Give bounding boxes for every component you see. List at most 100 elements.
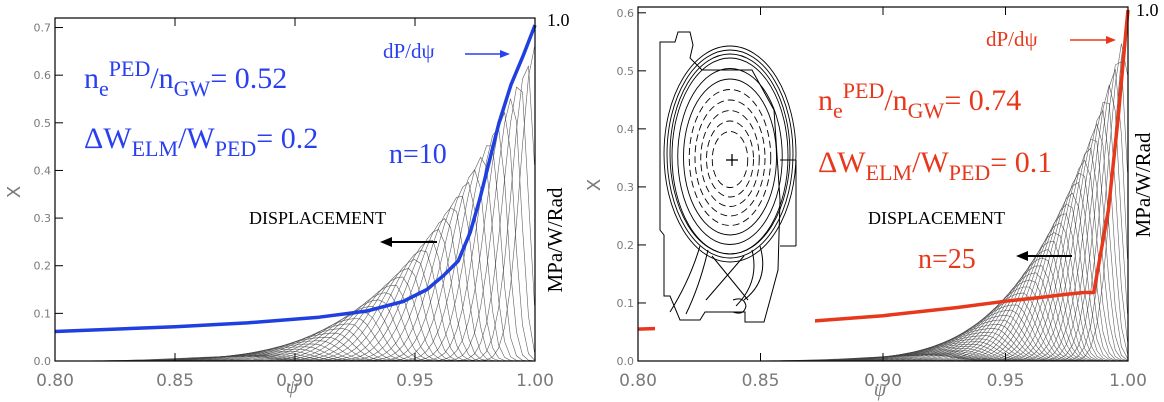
displacement-label: DISPLACEMENT	[249, 208, 386, 228]
separatrix-surface	[669, 53, 791, 255]
density-sub-e: e	[99, 76, 109, 101]
density-sub-gw: GW	[174, 76, 211, 101]
eigenfunction-curve	[55, 126, 535, 362]
eigenfunction-curve	[55, 46, 535, 362]
flux-surface	[677, 68, 783, 245]
elm-mid: /W	[178, 122, 215, 155]
elm-value: = 0.2	[256, 122, 318, 155]
eigenfunction-curve	[55, 306, 535, 362]
flux-surface	[694, 99, 766, 217]
x-tick-label: 0.90	[864, 371, 902, 391]
y-tick-label: 0.3	[617, 181, 635, 194]
eigenfunction-curves	[54, 46, 535, 362]
density-sub-gw: GW	[908, 98, 945, 123]
y-tick-label: 0.3	[34, 212, 52, 225]
elm-mid: /W	[912, 146, 949, 179]
displacement-arrowhead	[380, 237, 392, 247]
elm-sub-ped: PED	[949, 160, 991, 185]
axis-ticks: 0.80 0.85 0.90 0.95 1.00 0.0 0.1 0.2 0.3 0.4 0.5 0.…	[617, 7, 1147, 391]
pressure-gradient-arrowhead	[1106, 36, 1116, 44]
right-chart-panel: 0.80 0.85 0.90 0.95 1.00 0.0 0.1 0.2 0.3 0.4 0.5 0.…	[584, 0, 1159, 401]
density-mid: /n	[884, 84, 907, 117]
flux-surfaces	[663, 45, 797, 263]
pressure-gradient-label: dP/dψ	[986, 27, 1038, 51]
inset-background	[655, 32, 815, 332]
eigenfunction-curve	[55, 292, 535, 362]
mode-number-label: n=25	[918, 244, 976, 275]
right-axis-label: MPa/W/Rad	[543, 187, 567, 292]
density-main: n	[818, 84, 833, 117]
series-lines	[54, 24, 537, 334]
series-lines	[637, 9, 1130, 331]
vessel-wall	[659, 31, 781, 323]
displacement-arrowhead	[1016, 251, 1028, 261]
elm-sub-ped: PED	[215, 136, 257, 161]
y-tick-label: 0.5	[34, 117, 52, 130]
x-axis-label: ψ	[874, 379, 887, 401]
y-tick-label: 0.5	[617, 65, 635, 78]
pressure-gradient-arrowhead	[500, 50, 510, 58]
y-tick-label: 0.1	[617, 297, 635, 310]
flux-surface	[688, 89, 772, 226]
density-ratio-label: nePED/nGW= 0.74	[818, 78, 1021, 123]
x-tick-label: 1.00	[1109, 371, 1147, 391]
displacement-label: DISPLACEMENT	[868, 208, 1005, 228]
right-top-label: 1.0	[547, 10, 570, 30]
x-tick-label: 0.80	[36, 371, 74, 391]
density-main: n	[84, 62, 99, 95]
y-tick-label: 0.0	[617, 355, 635, 368]
x-tick-label: 0.85	[156, 371, 194, 391]
density-value: = 0.74	[944, 84, 1021, 117]
right-axis-label: MPa/W/Rad	[1131, 132, 1155, 237]
elm-main: ΔW	[818, 146, 866, 179]
eigenfunction-curve	[55, 285, 535, 362]
y-tick-label: 0.6	[34, 69, 52, 82]
flux-surface	[706, 120, 754, 198]
y-tick-label: 0.4	[34, 164, 52, 177]
elm-sub-elm: ELM	[866, 160, 912, 185]
elm-value: = 0.1	[990, 146, 1052, 179]
left-chart-panel: 0.80 0.85 0.90 0.95 1.00 0.0 0.1 0.2 0.3 0.4 0.5 0.…	[4, 10, 570, 398]
divertor-legs	[669, 245, 764, 315]
mode-number-label: n=10	[389, 139, 447, 170]
density-sub-e: e	[833, 98, 843, 123]
y-tick-label: 0.2	[34, 260, 52, 273]
pressure-gradient-line	[54, 24, 537, 334]
density-value: = 0.52	[210, 62, 287, 95]
y-axis-label: X	[584, 179, 605, 191]
y-tick-label: 0.1	[34, 307, 52, 320]
eigenfunction-curve	[55, 207, 535, 362]
x-tick-label: 0.80	[619, 371, 657, 391]
elm-ratio-label: ΔWELM/WPED= 0.2	[84, 122, 318, 161]
pressure-gradient-line	[637, 9, 1130, 331]
pressure-gradient-label: dP/dψ	[383, 39, 435, 63]
right-top-label: 1.0	[1136, 0, 1159, 20]
elm-main: ΔW	[84, 122, 132, 155]
elm-sub-elm: ELM	[132, 136, 178, 161]
density-sup-ped: PED	[843, 78, 885, 103]
flux-surface	[700, 110, 760, 207]
flux-surface	[711, 131, 749, 188]
tokamak-cross-section-inset	[655, 31, 815, 332]
separatrix-surface	[663, 45, 797, 263]
x-tick-label: 0.85	[742, 371, 780, 391]
x-tick-label: 1.00	[516, 371, 554, 391]
eigenfunction-curve	[55, 239, 535, 362]
y-tick-label: 0.2	[617, 239, 635, 252]
flux-surface	[683, 78, 777, 236]
separatrix-surface	[666, 49, 794, 259]
axis-ticks: 0.80 0.85 0.90 0.95 1.00 0.0 0.1 0.2 0.3 0.4 0.5 0.…	[34, 18, 554, 391]
y-tick-label: 0.4	[617, 123, 635, 136]
elm-ratio-label: ΔWELM/WPED= 0.1	[818, 146, 1052, 185]
y-tick-label: 0.6	[617, 7, 635, 20]
x-tick-label: 0.90	[276, 371, 314, 391]
x-tick-label: 0.95	[396, 371, 434, 391]
y-tick-label: 0.7	[34, 22, 52, 35]
y-axis-label: X	[4, 186, 25, 198]
x-tick-label: 0.95	[987, 371, 1025, 391]
divertor-dome	[732, 298, 747, 314]
density-sup-ped: PED	[109, 56, 151, 81]
density-ratio-label: nePED/nGW= 0.52	[84, 56, 287, 101]
y-tick-label: 0.0	[34, 355, 52, 368]
